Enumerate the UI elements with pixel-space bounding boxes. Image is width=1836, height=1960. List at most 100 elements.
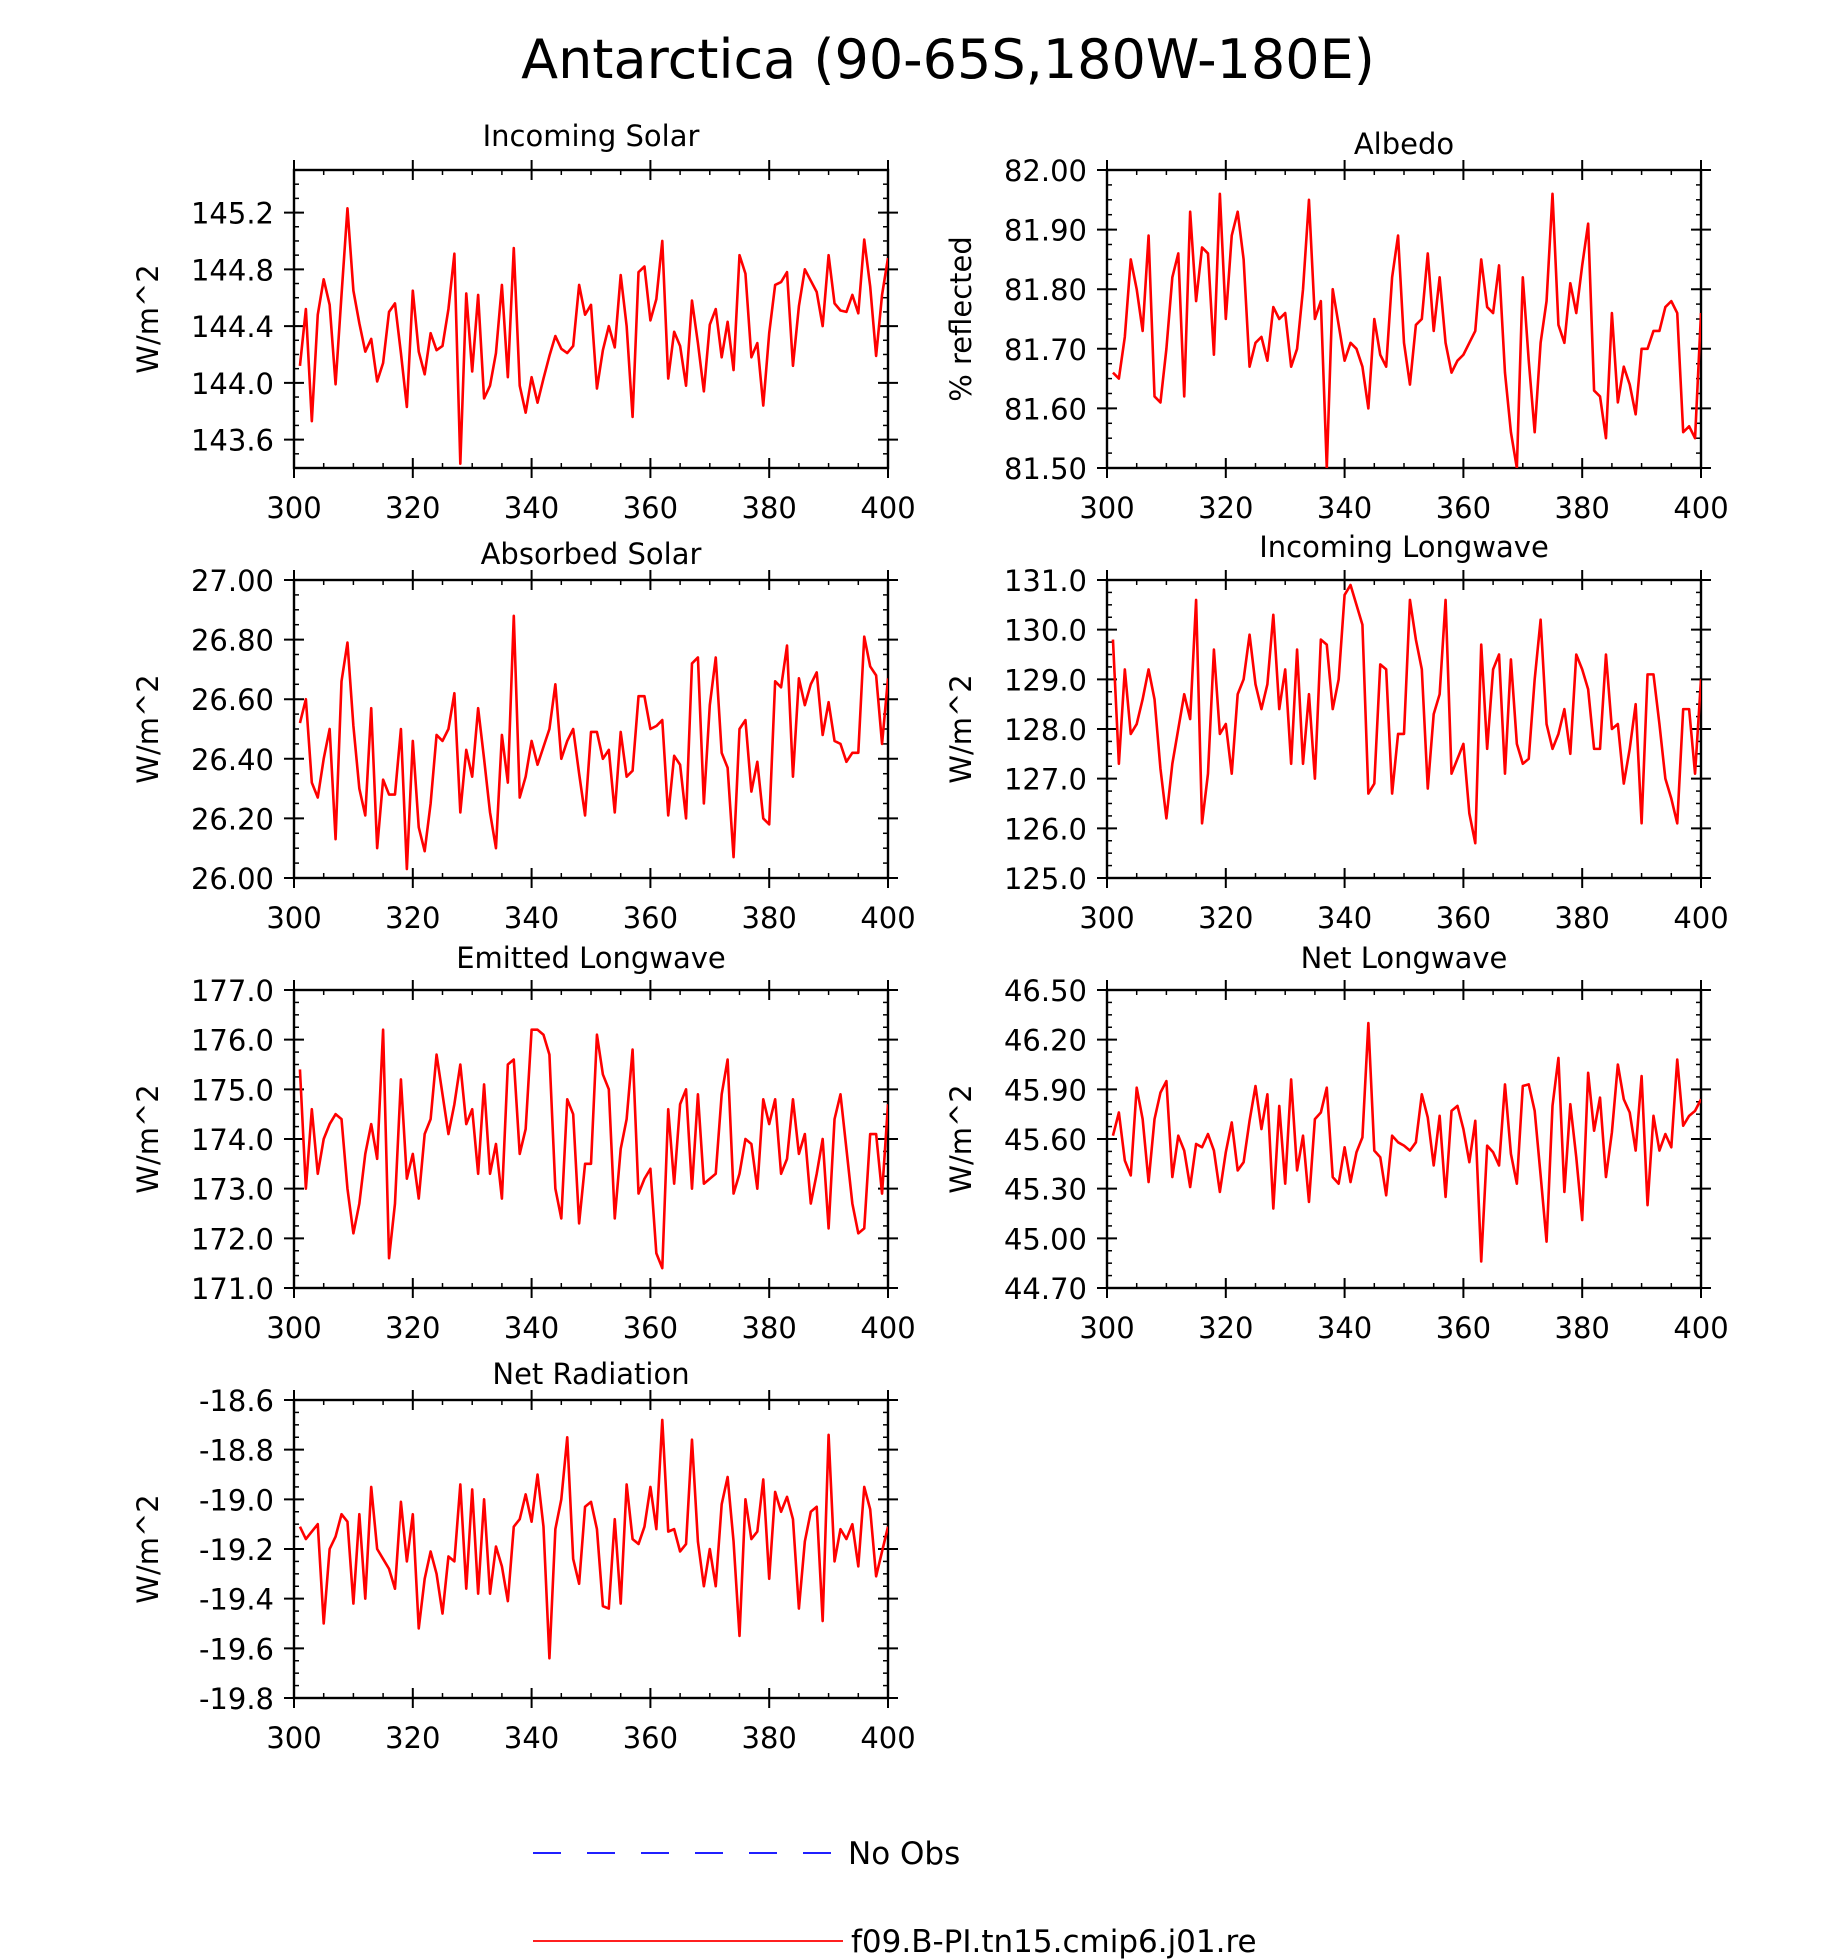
chart-net-radiation-ytick-label: -19.4 <box>199 1583 274 1617</box>
chart-net-longwave-xtick-label: 380 <box>1555 1311 1610 1345</box>
chart-incoming-solar-xtick-label: 320 <box>385 491 440 525</box>
chart-incoming-longwave-title: Incoming Longwave <box>1259 530 1549 564</box>
chart-net-radiation-ytick-label: -19.2 <box>199 1533 274 1567</box>
chart-emitted-longwave-title: Emitted Longwave <box>456 941 726 975</box>
chart-net-radiation-ytick-label: -19.8 <box>199 1682 274 1716</box>
chart-emitted-longwave-ytick-label: 176.0 <box>191 1024 274 1058</box>
chart-incoming-solar-xtick-label: 400 <box>860 491 915 525</box>
chart-incoming-solar-ytick-label: 144.0 <box>191 367 274 401</box>
chart-absorbed-solar-xtick-label: 300 <box>266 901 321 935</box>
chart-incoming-longwave-ylabel: W/m^2 <box>944 674 978 783</box>
legend-item-no-obs: No Obs <box>533 1836 960 1872</box>
chart-incoming-solar-ytick-label: 145.2 <box>191 197 274 231</box>
chart-net-longwave-xtick-label: 360 <box>1436 1311 1491 1345</box>
chart-incoming-solar-xtick-label: 300 <box>266 491 321 525</box>
chart-incoming-solar-ylabel: W/m^2 <box>131 264 165 373</box>
chart-albedo-xtick-label: 300 <box>1079 491 1134 525</box>
chart-net-longwave-xtick-label: 400 <box>1673 1311 1728 1345</box>
chart-net-longwave-title: Net Longwave <box>1301 941 1508 975</box>
chart-net-longwave-ytick-label: 45.90 <box>1004 1073 1087 1107</box>
chart-net-radiation-xtick-label: 320 <box>385 1721 440 1755</box>
chart-albedo-xtick-label: 360 <box>1436 491 1491 525</box>
chart-emitted-longwave-ylabel: W/m^2 <box>131 1084 165 1193</box>
chart-absorbed-solar-xtick-label: 380 <box>742 901 797 935</box>
chart-emitted-longwave-xtick-label: 320 <box>385 1311 440 1345</box>
chart-net-radiation-title: Net Radiation <box>492 1357 689 1391</box>
chart-net-longwave-ytick-label: 44.70 <box>1004 1272 1087 1306</box>
chart-absorbed-solar-ytick-label: 26.60 <box>191 683 274 717</box>
chart-net-radiation-ytick-label: -18.8 <box>199 1434 274 1468</box>
chart-albedo-xtick-label: 320 <box>1198 491 1253 525</box>
chart-incoming-longwave-xtick-label: 340 <box>1317 901 1372 935</box>
chart-incoming-solar-xtick-label: 360 <box>623 491 678 525</box>
chart-absorbed-solar-ytick-label: 26.00 <box>191 862 274 896</box>
chart-albedo-ytick-label: 82.00 <box>1004 154 1087 188</box>
chart-incoming-solar: 300 320 340 360 380 400 143.6 144.0 144.4 144.8 14… <box>131 119 916 525</box>
chart-absorbed-solar-ytick-label: 26.80 <box>191 624 274 658</box>
chart-net-radiation-xtick-label: 360 <box>623 1721 678 1755</box>
chart-absorbed-solar-ytick-label: 26.40 <box>191 743 274 777</box>
chart-incoming-solar-ytick-label: 143.6 <box>191 424 274 458</box>
chart-net-longwave-ytick-label: 46.20 <box>1004 1024 1087 1058</box>
chart-albedo-ytick-label: 81.70 <box>1004 333 1087 367</box>
chart-net-radiation-xtick-label: 380 <box>742 1721 797 1755</box>
chart-incoming-longwave-xtick-label: 380 <box>1555 901 1610 935</box>
chart-absorbed-solar-series-line <box>298 614 888 871</box>
chart-emitted-longwave-xtick-label: 300 <box>266 1311 321 1345</box>
chart-net-longwave-xtick-label: 320 <box>1198 1311 1253 1345</box>
legend: No Obs f09.B-PI.tn15.cmip6.j01.re <box>533 1836 1257 1960</box>
chart-albedo-ytick-label: 81.60 <box>1004 392 1087 426</box>
chart-incoming-longwave-xtick-label: 400 <box>1673 901 1728 935</box>
legend-label-no-obs: No Obs <box>848 1836 960 1872</box>
chart-incoming-longwave-xtick-label: 360 <box>1436 901 1491 935</box>
chart-incoming-solar-xtick-label: 340 <box>504 491 559 525</box>
chart-albedo-xtick-label: 380 <box>1555 491 1610 525</box>
chart-emitted-longwave-xtick-label: 360 <box>623 1311 678 1345</box>
chart-net-longwave-ytick-label: 45.30 <box>1004 1173 1087 1207</box>
chart-absorbed-solar-xtick-label: 400 <box>860 901 915 935</box>
chart-emitted-longwave: 300 320 340 360 380 400 171.0 172.0 173.0 174.0 17… <box>131 941 916 1345</box>
chart-net-radiation-ytick-label: -19.6 <box>199 1632 274 1666</box>
legend-label-model-run: f09.B-PI.tn15.cmip6.j01.re <box>851 1924 1257 1960</box>
chart-net-longwave-ylabel: W/m^2 <box>944 1084 978 1193</box>
chart-emitted-longwave-ytick-label: 177.0 <box>191 974 274 1008</box>
chart-incoming-longwave-ytick-label: 126.0 <box>1004 812 1087 846</box>
chart-incoming-longwave-ytick-label: 131.0 <box>1004 564 1087 598</box>
chart-incoming-longwave-ytick-label: 125.0 <box>1004 862 1087 896</box>
chart-net-radiation-ytick-label: -19.0 <box>199 1483 274 1517</box>
chart-incoming-longwave-xtick-label: 320 <box>1198 901 1253 935</box>
chart-net-radiation-series-line <box>298 1418 888 1660</box>
chart-absorbed-solar: 300 320 340 360 380 400 26.00 26.20 26.40 26.60 26… <box>131 537 916 935</box>
chart-net-radiation-xtick-label: 400 <box>860 1721 915 1755</box>
chart-incoming-longwave-ytick-label: 128.0 <box>1004 713 1087 747</box>
chart-emitted-longwave-series-line <box>298 1028 888 1270</box>
chart-net-longwave-xtick-label: 340 <box>1317 1311 1372 1345</box>
chart-net-longwave-ytick-label: 45.00 <box>1004 1222 1087 1256</box>
chart-incoming-longwave-ytick-label: 127.0 <box>1004 763 1087 797</box>
chart-emitted-longwave-xtick-label: 380 <box>742 1311 797 1345</box>
chart-absorbed-solar-xtick-label: 340 <box>504 901 559 935</box>
chart-incoming-solar-ytick-label: 144.8 <box>191 253 274 287</box>
chart-incoming-solar-ytick-label: 144.4 <box>191 310 274 344</box>
chart-incoming-longwave-series-line <box>1111 583 1701 845</box>
chart-emitted-longwave-xtick-label: 340 <box>504 1311 559 1345</box>
chart-net-longwave-ytick-label: 46.50 <box>1004 974 1087 1008</box>
chart-net-radiation-xtick-label: 340 <box>504 1721 559 1755</box>
chart-albedo-series-line <box>1112 192 1701 468</box>
chart-absorbed-solar-ylabel: W/m^2 <box>131 674 165 783</box>
chart-albedo-ytick-label: 81.50 <box>1004 452 1087 486</box>
chart-absorbed-solar-ytick-label: 27.00 <box>191 564 274 598</box>
chart-incoming-longwave-ytick-label: 130.0 <box>1004 614 1087 648</box>
chart-net-longwave-ytick-label: 45.60 <box>1004 1123 1087 1157</box>
figure-title: Antarctica (90-65S,180W-180E) <box>521 28 1375 91</box>
chart-emitted-longwave-ytick-label: 172.0 <box>191 1222 274 1256</box>
chart-incoming-solar-series-line <box>298 207 888 466</box>
chart-net-radiation-xtick-label: 300 <box>266 1721 321 1755</box>
chart-emitted-longwave-ytick-label: 171.0 <box>191 1272 274 1306</box>
chart-net-radiation: 300 320 340 360 380 400 -19.8 -19.6 -19.4 -19.2 -1… <box>131 1357 916 1755</box>
chart-net-radiation-ytick-label: -18.6 <box>199 1384 274 1418</box>
chart-absorbed-solar-ytick-label: 26.20 <box>191 802 274 836</box>
chart-albedo-title: Albedo <box>1354 127 1454 161</box>
chart-net-radiation-ylabel: W/m^2 <box>131 1494 165 1603</box>
